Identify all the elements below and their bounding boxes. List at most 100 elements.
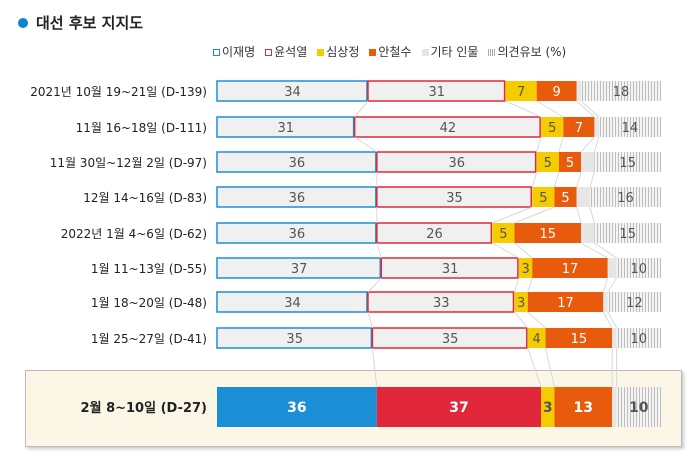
data-label: 35 [286,332,303,347]
bar-segment-이재명 [216,80,368,102]
connector-line [371,347,378,388]
category-label: 1월 18~20일 (D-48) [91,296,207,310]
bar-segment-이재명 [216,116,355,138]
data-label: 14 [622,121,639,136]
category-label: 1월 11~13일 (D-55) [91,262,207,276]
data-label: 36 [289,227,306,242]
legend-label: 안철수 [378,45,412,59]
connector-line [589,206,595,224]
connector-line [505,100,542,118]
connector-line [354,100,369,118]
data-label: 3 [521,262,529,277]
connector-line [514,242,533,259]
bar-segment-윤석열 [376,387,542,427]
data-label: 33 [433,296,450,311]
data-label: 13 [574,400,593,416]
bar-segment-윤석열 [376,186,532,208]
connector-line [492,242,520,259]
bar-segment-기타 인물 [581,223,595,243]
bar-segment-이재명 [216,186,377,208]
bar-segment-의견유보 [594,152,661,172]
connector-line [558,136,564,153]
data-label: 37 [449,400,468,416]
data-label: 34 [284,85,301,100]
bar-segment-안철수 [545,328,613,348]
bar-segment-의견유보 [598,117,661,137]
connector-line [580,242,608,259]
bar-segment-심상정 [527,328,546,348]
legend-item: 이재명 [213,43,255,60]
data-label: 36 [448,156,465,171]
bar-segment-기타 인물 [594,117,599,137]
legend-swatch [213,49,220,56]
connector-line [367,311,373,329]
bar-segment-이재명 [216,327,373,349]
data-label: 37 [291,262,308,277]
connector-line [602,277,609,293]
legend-item: 윤석열 [265,43,307,60]
data-label: 36 [287,400,306,416]
bar-segment-이재명 [217,387,377,427]
data-label: 16 [617,191,634,206]
legend-item: 기타 인물 [421,43,478,60]
data-label: 31 [278,121,295,136]
connector-line [376,242,382,259]
data-label: 36 [289,156,306,171]
connector-line [576,206,582,224]
data-label: 15 [540,227,557,242]
data-label: 35 [446,191,463,206]
data-label: 10 [631,332,648,347]
connector-line [536,136,542,153]
bar-segment-안철수 [532,258,608,278]
data-label: 4 [533,332,541,347]
legend-item: 의견유보 (%) [488,43,566,60]
connector-line [354,136,378,153]
data-label: 26 [426,227,443,242]
bar-segment-윤석열 [376,151,537,173]
legend-label: 의견유보 (%) [497,45,567,59]
data-label: 15 [619,156,636,171]
connector-line [576,100,595,118]
bar-segment-이재명 [216,222,377,244]
connector-line [527,277,533,293]
data-label: 7 [575,121,583,136]
bar-segment-의견유보 [589,187,661,207]
bar-segment-심상정 [532,187,555,207]
data-label: 34 [284,296,301,311]
connector-line [514,311,529,329]
bar-segment-심상정 [541,387,555,427]
connector-line [545,347,555,388]
data-label: 15 [619,227,636,242]
bar-segment-윤석열 [367,80,506,102]
data-label: 5 [566,156,574,171]
data-label: 3 [517,296,525,311]
bar-segment-심상정 [505,81,537,101]
connector-line [553,171,560,188]
connector-line [593,136,600,153]
bar-segment-안철수 [554,387,613,427]
connector-line [367,277,382,293]
data-label: 36 [289,191,306,206]
data-label: 5 [499,227,507,242]
legend-swatch [421,49,429,56]
connector-line [531,171,538,188]
category-label: 12월 14~16일 (D-83) [83,191,207,205]
bar-segment-안철수 [558,152,582,172]
bar-segment-의견유보 [607,292,661,312]
chart-title: 대선 후보 지지도 [18,12,143,33]
bar-segment-의견유보 [594,223,661,243]
category-label: 2021년 10월 19~21일 (D-139) [30,85,207,99]
bar-segment-기타 인물 [576,187,590,207]
legend-label: 윤석열 [274,45,308,59]
connector-line [514,206,555,224]
legend-label: 심상정 [326,45,360,59]
connector-line [602,311,613,329]
bar-segment-의견유보 [616,387,661,427]
data-label: 5 [548,121,556,136]
legend-item: 심상정 [317,43,359,60]
connector-line [594,242,617,259]
legend: 이재명 윤석열 심상정 안철수 기타 인물 의견유보 (%) [213,43,566,60]
data-label: 9 [553,85,561,100]
